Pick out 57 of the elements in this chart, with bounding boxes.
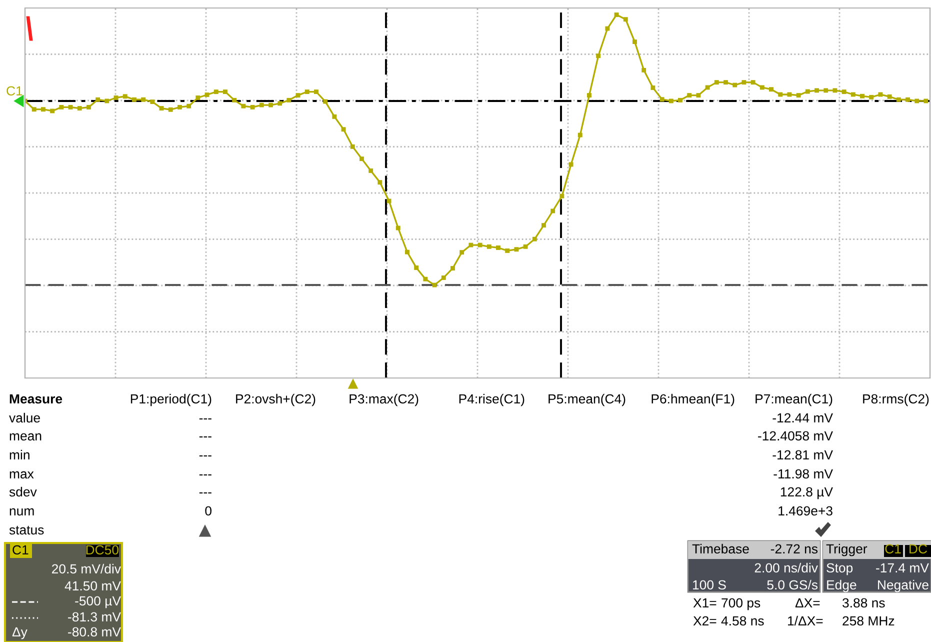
text: Δy	[12, 627, 28, 640]
text: 41.50 mV	[64, 581, 121, 591]
text: X1=	[693, 598, 716, 608]
text: 1.469e+3	[778, 506, 832, 516]
text: 20.5 mV/div	[52, 564, 121, 574]
text: 2.00 ns/div	[754, 562, 818, 573]
text: X2=	[693, 616, 716, 626]
text: status	[9, 526, 44, 535]
text: -17.4 mV	[876, 563, 929, 572]
text: Edge	[827, 580, 856, 592]
text: ---	[199, 436, 212, 438]
text: 5.0 GS/s	[767, 580, 818, 590]
text: 100 S	[693, 580, 726, 590]
text: P7:mean(C1)	[756, 394, 832, 406]
text: ---	[199, 474, 212, 476]
text: ---	[199, 492, 212, 494]
text: mean	[10, 433, 42, 441]
text: Trigger	[826, 544, 868, 556]
text: num	[10, 508, 34, 516]
text: min	[10, 450, 30, 460]
text: P5:mean(C4)	[548, 394, 626, 406]
text: 258 MHz	[842, 616, 894, 626]
text: P6:hmean(F1)	[652, 394, 734, 406]
text: 0	[205, 506, 212, 516]
text: value	[9, 412, 40, 423]
text: P1:period(C1)	[130, 394, 212, 406]
text: -81.3 mV	[68, 612, 121, 622]
text: -12.81 mV	[772, 450, 833, 460]
text: 700 ps	[722, 598, 760, 610]
text: -12.4058 mV	[758, 431, 833, 441]
text: -12.44 mV	[772, 413, 833, 422]
text: 3.88 ns	[842, 598, 885, 608]
text: ΔX=	[795, 598, 820, 608]
text: -2.72 ns	[770, 544, 818, 554]
text: sdev	[9, 486, 37, 497]
text: -80.8 mV	[68, 627, 121, 637]
text: DC50	[86, 545, 118, 555]
text: DC	[910, 544, 928, 554]
text: max	[10, 471, 34, 479]
text: -11.98 mV	[774, 469, 833, 479]
text: ---	[199, 455, 212, 456]
text: 4.58 ns	[721, 616, 764, 626]
text: -500 µV	[75, 596, 121, 608]
text: P4:rise(C1)	[459, 394, 524, 406]
text: 122.8 µV	[780, 487, 833, 500]
text: C1	[885, 544, 901, 554]
text: P3:max(C2)	[350, 394, 418, 406]
text: C1	[6, 86, 22, 96]
text: P8:rms(C2)	[863, 394, 929, 406]
text: Stop	[826, 563, 853, 576]
text: 1/ΔX=	[788, 616, 823, 626]
text: Measure	[10, 394, 62, 404]
text: ---	[199, 418, 212, 420]
text: C1	[12, 545, 28, 555]
text: Negative	[878, 580, 928, 592]
text: P2:ovsh+(C2)	[236, 394, 316, 406]
text: Timebase	[692, 544, 749, 554]
